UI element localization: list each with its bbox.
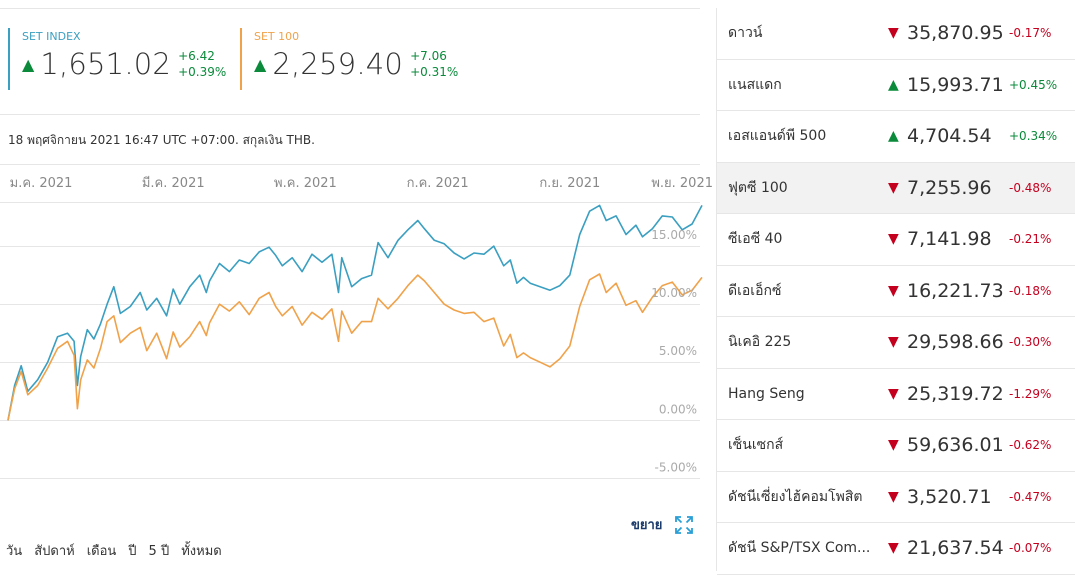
market-value: 35,870.95 bbox=[907, 22, 1004, 45]
market-value: 59,636.01 bbox=[907, 434, 1004, 457]
arrow-up-icon: ▲ bbox=[888, 76, 899, 93]
market-value: 29,598.66 bbox=[907, 331, 1004, 354]
market-change: -0.07% bbox=[1009, 541, 1052, 556]
panel-divider bbox=[716, 8, 717, 571]
y-tick-label: 5.00% bbox=[659, 344, 697, 358]
arrow-down-icon: ▼ bbox=[888, 437, 899, 454]
range-year[interactable]: ปี bbox=[128, 544, 137, 559]
quote-name: SET 100 bbox=[254, 30, 300, 43]
x-tick-label: ก.ค. 2021 bbox=[407, 176, 469, 191]
arrow-up-icon: ▲ bbox=[22, 54, 35, 74]
expand-icon bbox=[675, 515, 694, 534]
line-chart[interactable]: ม.ค. 2021 มี.ค. 2021 พ.ค. 2021 ก.ค. 2021 ก.ย… bbox=[0, 164, 716, 504]
quote-percent: +0.39% bbox=[178, 65, 227, 79]
market-change: -0.47% bbox=[1009, 489, 1052, 504]
market-list: ดาวน์ ▼ 35,870.95 -0.17% แนสแดก ▲ 15,993.71 +0.… bbox=[717, 8, 1075, 575]
y-tick-label: 15.00% bbox=[651, 228, 697, 242]
x-tick-label: ก.ย. 2021 bbox=[539, 176, 600, 191]
market-value: 3,520.71 bbox=[907, 485, 992, 508]
market-value: 7,255.96 bbox=[907, 176, 992, 199]
range-week[interactable]: สัปดาห์ bbox=[34, 544, 75, 559]
arrow-down-icon: ▼ bbox=[888, 540, 899, 557]
market-value: 16,221.73 bbox=[907, 279, 1004, 302]
divider bbox=[0, 8, 700, 9]
market-name: ดีเอเอ็กซ์ bbox=[728, 282, 782, 299]
market-value: 4,704.54 bbox=[907, 125, 992, 148]
expand-button[interactable]: ขยาย bbox=[631, 514, 694, 535]
market-row[interactable]: ซีเอซี 40 ▼ 7,141.98 -0.21% bbox=[717, 214, 1075, 266]
market-change: -0.17% bbox=[1009, 26, 1052, 41]
y-tick-label: 10.00% bbox=[651, 286, 697, 300]
y-tick-label: -5.00% bbox=[655, 460, 697, 474]
arrow-down-icon: ▼ bbox=[888, 179, 899, 196]
arrow-down-icon: ▼ bbox=[888, 334, 899, 351]
market-name: ฟุตซี 100 bbox=[728, 179, 788, 196]
market-change: +0.34% bbox=[1009, 129, 1058, 144]
arrow-down-icon: ▼ bbox=[888, 488, 899, 505]
market-row[interactable]: ดัชนี S&P/TSX Com... ▼ 21,637.54 -0.07% bbox=[717, 523, 1075, 575]
arrow-down-icon: ▼ bbox=[888, 282, 899, 299]
quote-set-index[interactable]: SET INDEX ▲ 1,651.02 +6.42 +0.39% bbox=[8, 28, 226, 90]
series-line-set-100 bbox=[7, 273, 703, 421]
quote-change: +6.42 bbox=[178, 49, 215, 63]
market-row[interactable]: เอสแอนด์พี 500 ▲ 4,704.54 +0.34% bbox=[717, 111, 1075, 163]
x-tick-label: มี.ค. 2021 bbox=[142, 175, 205, 191]
market-name: ซีเอซี 40 bbox=[728, 231, 783, 247]
x-tick-label: พ.ย. 2021 bbox=[651, 176, 713, 191]
market-row[interactable]: นิเคอิ 225 ▼ 29,598.66 -0.30% bbox=[717, 317, 1075, 369]
market-change: -0.62% bbox=[1009, 438, 1052, 453]
market-value: 25,319.72 bbox=[907, 382, 1004, 405]
market-name: เอสแอนด์พี 500 bbox=[728, 128, 827, 144]
market-row[interactable]: ดัชนีเซี่ยงไฮ้คอมโพสิต ▼ 3,520.71 -0.47% bbox=[717, 472, 1075, 523]
timestamp-currency: 18 พฤศจิกายน 2021 16:47 UTC +07:00. สกุล… bbox=[8, 133, 315, 147]
market-name: ดาวน์ bbox=[728, 25, 763, 41]
market-value: 15,993.71 bbox=[907, 73, 1004, 96]
market-row[interactable]: ดาวน์ ▼ 35,870.95 -0.17% bbox=[717, 8, 1075, 60]
market-row[interactable]: แนสแดก ▲ 15,993.71 +0.45% bbox=[717, 60, 1075, 111]
divider bbox=[0, 114, 700, 115]
arrow-down-icon: ▼ bbox=[888, 25, 899, 42]
market-row[interactable]: ฟุตซี 100 ▼ 7,255.96 -0.48% bbox=[717, 162, 1075, 214]
market-change: -0.48% bbox=[1009, 180, 1052, 195]
market-name: เซ็นเซกส์ bbox=[728, 437, 784, 453]
chart-panel: SET INDEX ▲ 1,651.02 +6.42 +0.39% SET 10… bbox=[0, 8, 716, 561]
y-tick-label: 0.00% bbox=[659, 402, 697, 416]
market-change: -1.29% bbox=[1009, 386, 1052, 401]
quote-change: +7.06 bbox=[410, 49, 447, 63]
quote-price: 1,651.02 bbox=[40, 47, 172, 81]
range-day[interactable]: วัน bbox=[6, 544, 23, 559]
market-row[interactable]: ดีเอเอ็กซ์ ▼ 16,221.73 -0.18% bbox=[717, 266, 1075, 317]
x-tick-label: ม.ค. 2021 bbox=[10, 176, 73, 191]
range-5-year[interactable]: 5 ปี bbox=[148, 544, 170, 559]
market-name: ดัชนี S&P/TSX Com... bbox=[728, 540, 871, 556]
quote-set-100[interactable]: SET 100 ▲ 2,259.40 +7.06 +0.31% bbox=[240, 28, 458, 90]
market-value: 7,141.98 bbox=[907, 228, 992, 251]
arrow-down-icon: ▼ bbox=[888, 385, 899, 402]
quote-name: SET INDEX bbox=[22, 30, 81, 43]
market-change: -0.30% bbox=[1009, 335, 1052, 350]
market-row[interactable]: เซ็นเซกส์ ▼ 59,636.01 -0.62% bbox=[717, 420, 1075, 472]
quote-price: 2,259.40 bbox=[272, 47, 404, 81]
market-change: -0.21% bbox=[1009, 232, 1052, 247]
arrow-up-icon: ▲ bbox=[888, 128, 899, 145]
market-name: นิเคอิ 225 bbox=[728, 334, 792, 350]
range-month[interactable]: เดือน bbox=[86, 544, 117, 559]
market-name: แนสแดก bbox=[728, 76, 782, 93]
quote-percent: +0.31% bbox=[410, 65, 459, 79]
market-name: Hang Seng bbox=[728, 385, 805, 402]
time-range-selector: วัน สัปดาห์ เดือน ปี 5 ปี ทั้งหมด bbox=[6, 540, 234, 561]
expand-label: ขยาย bbox=[631, 518, 663, 533]
series-line-set-index bbox=[7, 204, 703, 421]
market-row[interactable]: Hang Seng ▼ 25,319.72 -1.29% bbox=[717, 369, 1075, 420]
range-all[interactable]: ทั้งหมด bbox=[181, 544, 222, 559]
market-change: -0.18% bbox=[1009, 283, 1052, 298]
market-name: ดัชนีเซี่ยงไฮ้คอมโพสิต bbox=[728, 488, 863, 505]
x-tick-label: พ.ค. 2021 bbox=[274, 176, 337, 191]
arrow-down-icon: ▼ bbox=[888, 231, 899, 248]
arrow-up-icon: ▲ bbox=[254, 54, 267, 74]
market-change: +0.45% bbox=[1009, 77, 1058, 92]
market-value: 21,637.54 bbox=[907, 537, 1004, 560]
